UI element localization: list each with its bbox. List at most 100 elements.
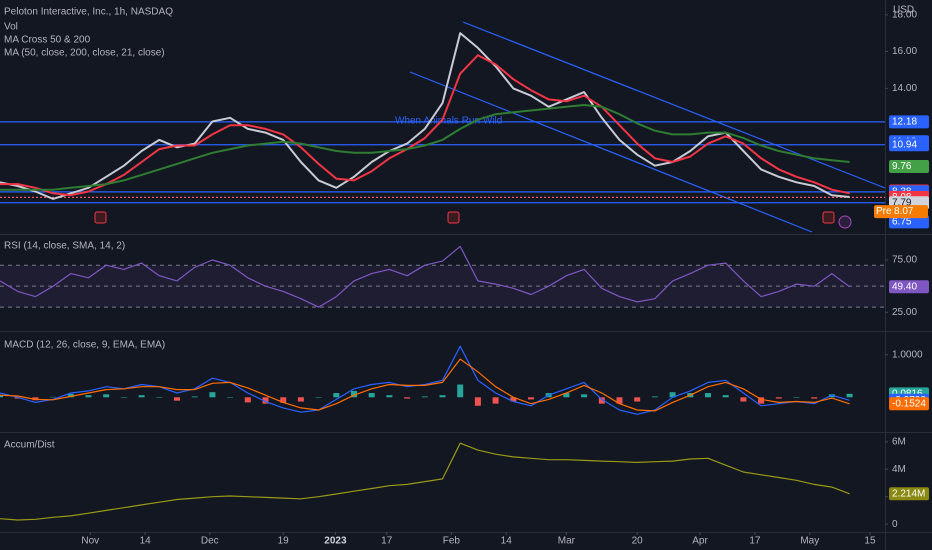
histogram-bar: [528, 397, 534, 400]
premarket-label: Pre: [876, 206, 892, 217]
histogram-bar: [32, 397, 39, 401]
y-tick-label: 0: [892, 519, 898, 530]
histogram-bar: [651, 396, 658, 398]
histogram-bar: [811, 397, 818, 399]
histogram-bar: [67, 393, 74, 398]
histogram-bar: [457, 384, 464, 398]
price-label-box: [889, 215, 929, 229]
histogram-bar: [156, 397, 163, 398]
x-tick-label: Mar: [558, 536, 576, 547]
histogram-bar: [14, 397, 21, 399]
channel-line: [462, 21, 886, 189]
x-tick-label: 14: [501, 536, 513, 547]
pane-title: RSI (14, close, SMA, 14, 2): [4, 241, 125, 252]
last-value-label-box: [889, 487, 929, 501]
histogram-bar: [244, 397, 251, 403]
price-label: 12.18: [892, 117, 917, 128]
price-label: 6.75: [892, 217, 912, 228]
histogram-bar: [775, 397, 782, 399]
histogram-bar: [492, 397, 499, 404]
histogram-bar: [598, 397, 605, 404]
series-line: [0, 104, 850, 191]
x-tick-label: 17: [749, 536, 761, 547]
x-tick-label: Nov: [81, 536, 99, 547]
last-value-label: 2.214M: [892, 488, 925, 499]
histogram-bar: [563, 393, 570, 398]
histogram-bar: [50, 396, 57, 398]
histogram-bar: [510, 397, 517, 402]
histogram-bar: [846, 393, 853, 398]
histogram-bar: [368, 393, 375, 398]
x-tick-label: 20: [632, 536, 644, 547]
histogram-bar: [634, 397, 641, 402]
histogram-bar: [386, 395, 393, 398]
pane-title: MACD (12, 26, close, 9, EMA, EMA): [4, 340, 165, 351]
histogram-bar: [315, 397, 322, 398]
x-tick-label: 17: [381, 536, 393, 547]
channel-line: [409, 71, 813, 233]
histogram-bar: [227, 397, 234, 398]
x-tick-label: 2023: [324, 536, 347, 547]
histogram-bar: [297, 397, 304, 402]
earnings-icon: [447, 211, 460, 224]
histogram-bar: [85, 395, 92, 398]
histogram-bar: [705, 393, 711, 398]
histogram-bar: [474, 397, 481, 406]
histogram-bar: [191, 396, 198, 398]
y-tick-label: 75.00: [892, 255, 917, 266]
y-tick-label: 6M: [892, 436, 906, 447]
series-line: [0, 442, 850, 521]
histogram-bar: [280, 397, 287, 403]
price-label: 7.79: [892, 197, 912, 208]
series-line: [0, 245, 850, 308]
premarket-box: [874, 205, 928, 219]
histogram-bar: [439, 395, 446, 398]
earnings-markers: [94, 211, 852, 229]
earnings-icon: [822, 211, 835, 224]
histogram-bar: [669, 392, 676, 398]
series-line: [0, 358, 850, 412]
histogram-bar: [421, 396, 428, 398]
histogram-bar: [404, 397, 411, 399]
price-label-box: [889, 159, 929, 173]
y-tick-label: 4M: [892, 464, 906, 475]
histogram-bar: [333, 393, 340, 398]
annotation: When Animals Run Wild: [395, 116, 502, 127]
chart-title: Peloton Interactive, Inc., 1h, NASDAQ: [4, 7, 173, 18]
price-label-box: [889, 115, 929, 129]
series-line: [0, 54, 850, 197]
x-tick-label: May: [800, 536, 819, 547]
x-tick-label: 15: [864, 536, 876, 547]
histogram-bar: [616, 397, 623, 404]
axis-unit: USD: [893, 5, 914, 16]
price-label: 10.94: [892, 139, 917, 150]
histogram-bar: [351, 390, 357, 398]
histogram-bar: [581, 394, 588, 398]
pane-title: Accum/Dist: [4, 440, 55, 451]
histogram-bar: [0, 395, 3, 398]
y-tick-label: 25.00: [892, 307, 917, 318]
histogram-bar: [103, 394, 110, 398]
histogram-bar: [262, 397, 269, 404]
histogram-bar: [740, 397, 747, 402]
x-tick-label: Apr: [692, 536, 708, 547]
event-icon: [838, 215, 852, 229]
series-line: [0, 345, 850, 415]
y-tick-label: 1.0000: [892, 349, 923, 360]
x-tick-label: 19: [278, 536, 290, 547]
last-value-label: 49.40: [892, 281, 917, 292]
histogram-bar: [722, 395, 729, 398]
legend-label: Vol: [4, 22, 18, 33]
histogram-bar: [209, 392, 216, 398]
x-tick-label: Dec: [201, 536, 219, 547]
x-tick-label: Feb: [443, 536, 461, 547]
last-value-label-box: [889, 280, 929, 294]
histogram-bar: [758, 397, 765, 404]
legend-label: MA Cross 50 & 200: [4, 35, 91, 46]
premarket-value: 8.07: [894, 206, 914, 217]
last-value-label: -0.1524: [892, 398, 926, 409]
histogram-bar: [120, 397, 127, 398]
